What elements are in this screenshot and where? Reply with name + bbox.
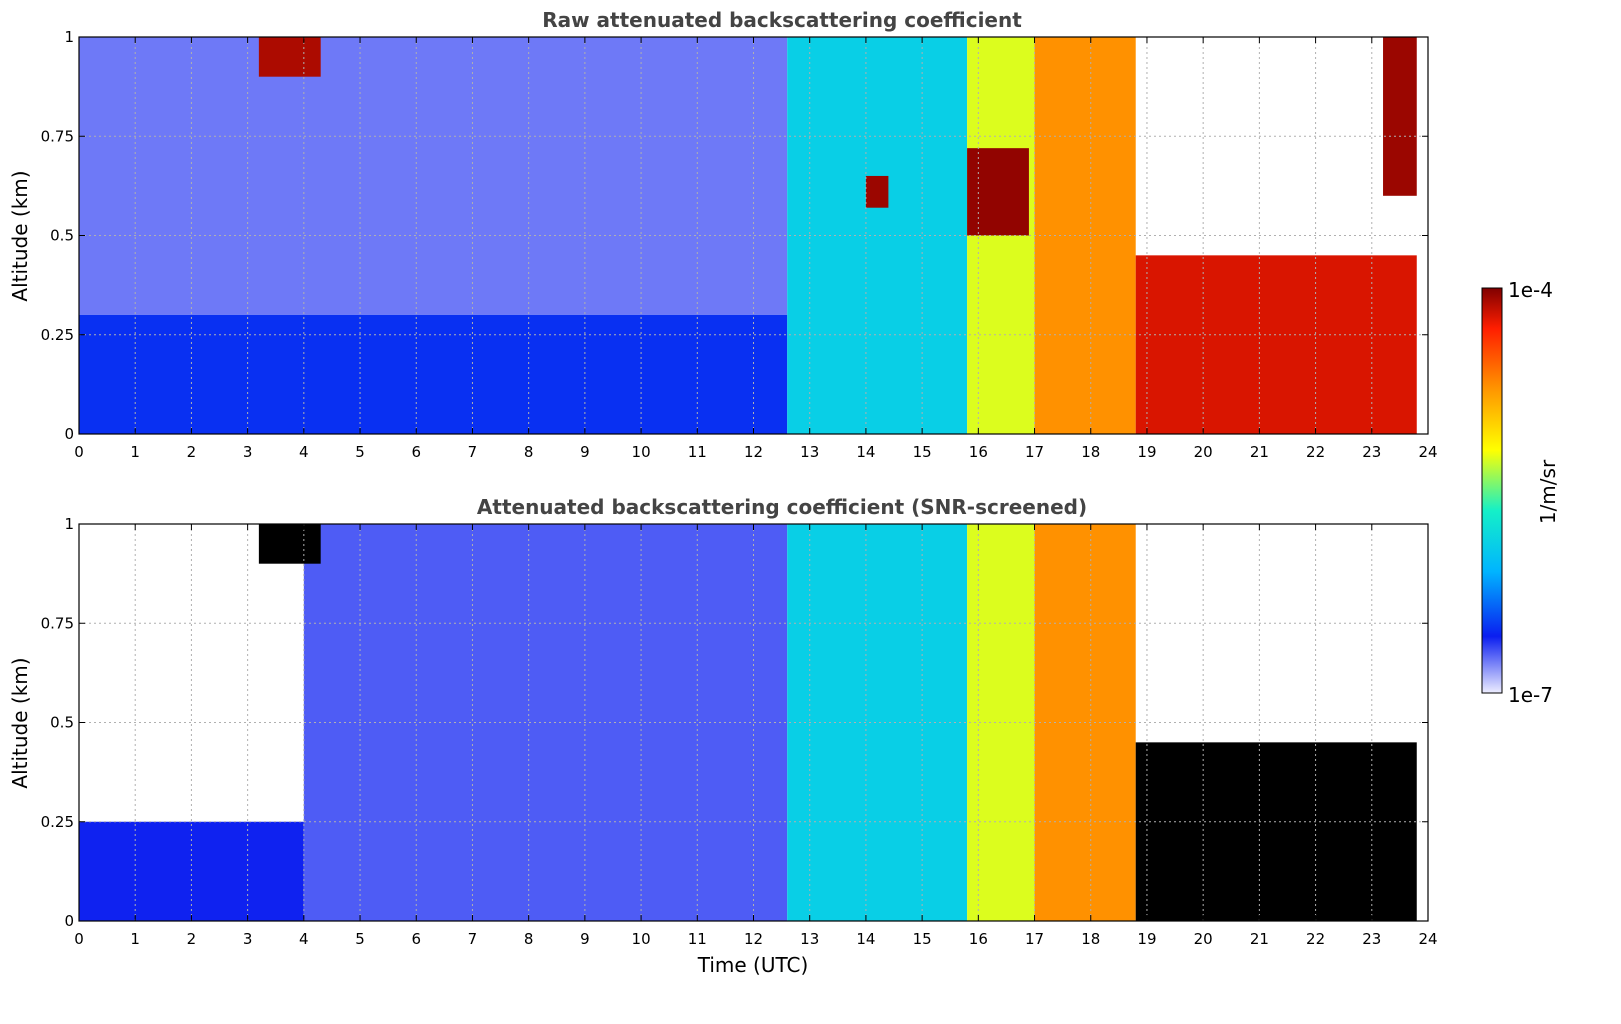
x-tick-label: 5 (355, 930, 365, 948)
y-tick-label: 0.5 (50, 714, 74, 732)
x-tick-label: 7 (468, 443, 478, 461)
heatmap-region: Low cloud layer (saturated) (1135, 742, 1417, 921)
x-tick-label: 16 (969, 443, 988, 461)
x-tick-label: 8 (524, 443, 534, 461)
y-tick-label: 1 (64, 28, 74, 46)
y-axis-label: Altitude (km) (8, 170, 32, 301)
raw-backscatter-panel: Raw attenuated backscattering coefficien… (8, 8, 1438, 461)
heatmap-region: Screened boundary layer (79, 821, 304, 921)
x-tick-label: 19 (1137, 930, 1156, 948)
x-tick-label: 17 (1025, 930, 1044, 948)
y-tick-label: 0.75 (41, 614, 74, 632)
x-tick-label: 21 (1250, 443, 1269, 461)
snr-screened-panel: Attenuated backscattering coefficient (S… (8, 495, 1438, 977)
colorbar-max-label: 1e-4 (1508, 278, 1553, 302)
x-tick-label: 24 (1418, 930, 1437, 948)
heatmap-region: Early upper cloud (258, 37, 321, 77)
x-tick-label: 12 (744, 930, 763, 948)
heatmap-region: Mixed signal columns (787, 37, 968, 434)
x-tick-label: 0 (74, 443, 84, 461)
plot-area: Screened boundary layerSmoothed noise fi… (78, 523, 1429, 922)
y-tick-label: 0.5 (50, 227, 74, 245)
x-tick-label: 0 (74, 930, 84, 948)
y-axis-label: Altitude (km) (8, 657, 32, 788)
x-tick-label: 21 (1250, 930, 1269, 948)
colorbar-gradient (1481, 287, 1503, 694)
heatmap-region: Upper cloud ~23.5h (1383, 37, 1417, 196)
y-tick-label: 1 (64, 515, 74, 533)
x-tick-label: 1 (130, 443, 140, 461)
x-tick-label: 20 (1194, 930, 1213, 948)
x-tick-label: 22 (1306, 930, 1325, 948)
x-tick-label: 24 (1418, 443, 1437, 461)
x-tick-label: 14 (856, 443, 875, 461)
x-tick-label: 22 (1306, 443, 1325, 461)
x-axis-label: Time (UTC) (697, 953, 809, 977)
y-tick-label: 0 (64, 425, 74, 443)
x-tick-label: 12 (744, 443, 763, 461)
y-tick-label: 0.75 (41, 127, 74, 145)
x-tick-label: 11 (688, 930, 707, 948)
heatmap-region: Dense boundary layer (79, 314, 788, 434)
x-tick-label: 3 (243, 443, 253, 461)
x-tick-label: 11 (688, 443, 707, 461)
x-tick-label: 15 (913, 930, 932, 948)
heatmap-region: Background noise (sparse) (79, 37, 788, 315)
x-tick-label: 14 (856, 930, 875, 948)
panel-title: Raw attenuated backscattering coefficien… (542, 8, 1022, 32)
x-tick-label: 3 (243, 930, 253, 948)
x-tick-label: 13 (800, 443, 819, 461)
panel-title: Attenuated backscattering coefficient (S… (477, 495, 1087, 519)
heatmap-region: Cloud patch ~16.4h (967, 148, 1029, 236)
plot-area: Background noise (sparse)Dense boundary … (78, 36, 1429, 435)
x-tick-label: 7 (468, 930, 478, 948)
x-tick-label: 16 (969, 930, 988, 948)
x-tick-label: 6 (411, 443, 421, 461)
colorbar-unit-label: 1/m/sr (1536, 459, 1560, 524)
x-tick-label: 23 (1362, 930, 1381, 948)
x-tick-label: 15 (913, 443, 932, 461)
x-tick-label: 18 (1081, 930, 1100, 948)
x-tick-label: 10 (632, 443, 651, 461)
heatmap-region: Low cloud layer (1135, 255, 1417, 434)
x-tick-label: 13 (800, 930, 819, 948)
x-tick-label: 6 (411, 930, 421, 948)
y-tick-label: 0 (64, 912, 74, 930)
heatmap-region: Early upper cloud (saturated) (258, 524, 321, 564)
x-tick-label: 5 (355, 443, 365, 461)
x-tick-label: 4 (299, 930, 309, 948)
x-tick-label: 18 (1081, 443, 1100, 461)
x-tick-label: 10 (632, 930, 651, 948)
colorbar-min-label: 1e-7 (1508, 683, 1553, 707)
heatmap-region: Mixed signal columns (787, 524, 968, 921)
x-tick-label: 2 (187, 443, 197, 461)
x-tick-label: 1 (130, 930, 140, 948)
x-tick-label: 2 (187, 930, 197, 948)
x-tick-label: 20 (1194, 443, 1213, 461)
x-tick-label: 4 (299, 443, 309, 461)
x-tick-label: 8 (524, 930, 534, 948)
heatmap-region: Cloud patch ~14.2h (865, 175, 889, 208)
x-tick-label: 9 (580, 443, 590, 461)
colorbar: 1e-4 1e-7 1/m/sr (1481, 278, 1560, 707)
x-tick-label: 9 (580, 930, 590, 948)
y-tick-label: 0.25 (41, 326, 74, 344)
x-tick-label: 19 (1137, 443, 1156, 461)
y-tick-label: 0.25 (41, 813, 74, 831)
x-tick-label: 23 (1362, 443, 1381, 461)
x-tick-label: 17 (1025, 443, 1044, 461)
